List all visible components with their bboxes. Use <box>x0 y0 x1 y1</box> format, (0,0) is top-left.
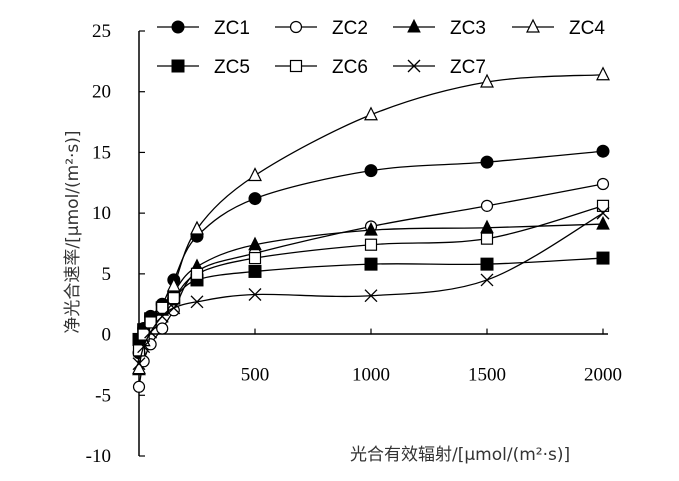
data-point-zc6 <box>248 251 262 265</box>
legend-item-zc5: ZC5 <box>157 57 250 78</box>
x-ticks: 500 1000 1500 2000 <box>241 328 622 386</box>
series-zc6 <box>132 199 610 357</box>
x-axis-title: 光合有效辐射/[μmol/(m²·s)] <box>350 445 570 465</box>
legend-label-zc2: ZC2 <box>332 18 368 39</box>
legend-label-zc7: ZC7 <box>450 57 486 78</box>
legend-label-zc3: ZC3 <box>450 18 486 39</box>
x-tick-label: 2000 <box>584 365 622 386</box>
data-point-zc4 <box>190 220 204 235</box>
data-point-zc5 <box>364 257 378 271</box>
legend: ZC1 ZC2 ZC3 ZC4 ZC5 ZC6 ZC7 <box>157 18 605 78</box>
data-point-zc6 <box>596 199 610 212</box>
y-tick-label: 0 <box>102 325 112 346</box>
legend-marker-zc6 <box>289 59 303 73</box>
legend-label-zc5: ZC5 <box>214 57 250 78</box>
data-point-zc7 <box>480 273 494 287</box>
data-point-zc6 <box>132 344 146 357</box>
y-tick-label: 20 <box>92 82 111 103</box>
series-zc7 <box>132 206 610 371</box>
data-point-zc7 <box>137 340 151 354</box>
data-point-zc2 <box>596 177 610 191</box>
data-point-zc4 <box>248 167 262 182</box>
data-point-zc7 <box>248 288 262 301</box>
data-point-zc3 <box>480 219 494 234</box>
data-point-zc2 <box>132 380 146 393</box>
legend-item-zc6: ZC6 <box>275 57 368 78</box>
legend-marker-zc5 <box>171 59 185 73</box>
data-point-zc6 <box>156 301 169 314</box>
y-tick-label: 25 <box>92 21 111 42</box>
data-point-zc6 <box>144 316 157 329</box>
legend-label-zc4: ZC4 <box>569 18 605 39</box>
data-point-zc7 <box>155 309 169 323</box>
x-tick-label: 500 <box>241 365 270 386</box>
legend-item-zc3: ZC3 <box>393 18 486 39</box>
data-point-zc6 <box>190 267 204 280</box>
y-tick-label: -5 <box>95 385 111 406</box>
y-tick-label: 10 <box>92 203 111 224</box>
legend-label-zc1: ZC1 <box>214 18 250 39</box>
legend-marker-zc2 <box>289 20 303 34</box>
data-point-zc7 <box>364 289 378 303</box>
legend-item-zc2: ZC2 <box>275 18 368 39</box>
data-point-zc2 <box>480 199 494 212</box>
series-line-zc7 <box>138 212 604 364</box>
data-point-zc7 <box>167 301 181 315</box>
data-point-zc5 <box>248 264 262 278</box>
series-zc2 <box>132 177 610 393</box>
y-axis-title: 净光合速率/[μmol/(m²·s)] <box>63 130 83 333</box>
data-point-zc7 <box>190 295 204 309</box>
legend-item-zc7: ZC7 <box>393 57 486 78</box>
data-point-zc3 <box>596 215 610 230</box>
y-ticks: -10 -5 0 5 10 15 20 25 <box>86 21 145 467</box>
data-point-zc1 <box>480 155 494 169</box>
data-point-zc4 <box>166 277 181 292</box>
data-point-zc1 <box>248 192 262 206</box>
legend-marker-zc1 <box>171 20 185 34</box>
data-point-zc1 <box>364 164 378 178</box>
data-point-zc3 <box>364 222 378 236</box>
data-point-zc7 <box>144 325 158 339</box>
data-point-zc5 <box>480 257 494 271</box>
series-layer <box>132 66 610 393</box>
legend-marker-zc7 <box>407 59 421 73</box>
data-point-zc4 <box>364 106 378 121</box>
legend-item-zc4: ZC4 <box>512 18 605 39</box>
data-point-zc6 <box>364 238 378 251</box>
x-tick-label: 1500 <box>468 365 506 386</box>
data-point-zc7 <box>132 357 146 371</box>
legend-marker-zc3 <box>407 18 421 33</box>
legend-label-zc6: ZC6 <box>332 57 368 78</box>
series-line-zc1 <box>138 150 604 353</box>
y-tick-label: 5 <box>102 264 112 285</box>
data-point-zc7 <box>596 206 610 220</box>
x-tick-label: 1000 <box>352 365 390 386</box>
data-point-zc6 <box>480 232 494 245</box>
data-point-zc1 <box>596 144 610 158</box>
data-point-zc4 <box>480 73 494 88</box>
data-point-zc3 <box>248 236 262 251</box>
y-tick-label: 15 <box>92 142 111 163</box>
data-point-zc2 <box>156 322 169 335</box>
legend-marker-zc4 <box>526 18 540 33</box>
legend-item-zc1: ZC1 <box>157 18 250 39</box>
data-point-zc6 <box>167 292 180 305</box>
data-point-zc4 <box>596 66 610 81</box>
data-point-zc5 <box>596 251 610 265</box>
y-tick-label: -10 <box>86 446 111 467</box>
series-zc1 <box>132 144 610 360</box>
